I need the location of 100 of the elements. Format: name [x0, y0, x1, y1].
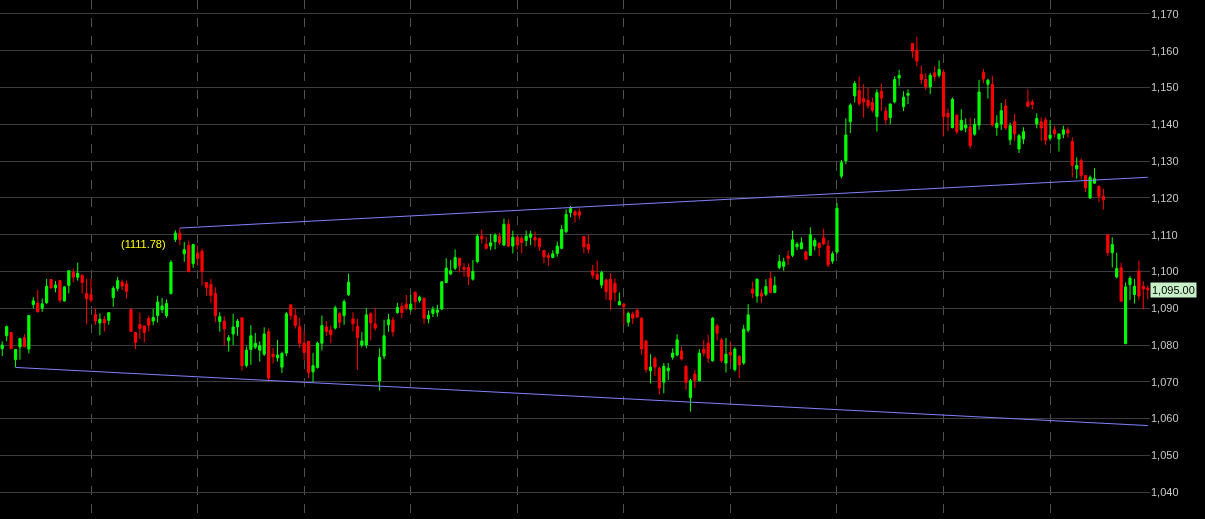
candlestick [915, 36, 919, 68]
candlestick [675, 333, 679, 357]
candlestick [959, 108, 963, 132]
candlestick [342, 298, 346, 326]
candlestick [418, 295, 422, 304]
candlestick [901, 90, 906, 112]
candlestick [879, 83, 883, 112]
candlestick [58, 280, 62, 304]
candlestick [697, 348, 701, 382]
candlestick [9, 332, 13, 350]
candlestick [13, 348, 18, 368]
candlestick [191, 243, 195, 269]
candlestick [719, 337, 724, 364]
candlestick [1052, 125, 1057, 139]
candlestick [875, 88, 879, 133]
candlestick [173, 229, 177, 243]
candlestick [937, 59, 941, 79]
candlestick [906, 88, 910, 105]
candlestick [1035, 112, 1039, 129]
candlestick [595, 260, 599, 281]
candlestick [897, 69, 901, 87]
candlestick [724, 337, 728, 374]
candlestick [631, 311, 635, 325]
y-tick-label: 1,100 [1151, 265, 1179, 278]
candlestick [200, 248, 204, 286]
candlestick [1070, 136, 1074, 178]
candlestick [573, 209, 577, 224]
candlestick [1048, 119, 1052, 142]
candlestick [395, 302, 399, 315]
candlestick [830, 251, 835, 265]
candlestick [759, 288, 764, 304]
candlestick [475, 233, 479, 264]
candlestick [156, 295, 160, 324]
candlestick [577, 208, 582, 220]
candlestick [520, 235, 524, 254]
candlestick [369, 311, 373, 342]
candlestick [657, 365, 661, 396]
candlestick [955, 113, 959, 135]
candlestick [249, 324, 253, 366]
candlestick [844, 117, 848, 165]
candlestick [27, 315, 31, 354]
candlestick [231, 313, 235, 346]
candlestick [715, 323, 719, 342]
candlestick [835, 202, 839, 255]
y-tick-label: 1,060 [1151, 412, 1179, 425]
candlestick [941, 69, 946, 137]
candlestick [62, 285, 66, 303]
candlestick [853, 80, 857, 104]
candlestick [622, 303, 626, 326]
candlestick [351, 311, 355, 332]
candlestick [773, 276, 777, 294]
candlestick [737, 354, 741, 379]
candlestick [884, 106, 888, 125]
candlestick [933, 65, 937, 82]
candlestick [1101, 188, 1105, 211]
candlestick [471, 259, 475, 282]
candlestick [18, 337, 22, 361]
candlestick [169, 259, 173, 296]
y-tick-label: 1,110 [1151, 228, 1178, 241]
candlestick [133, 332, 138, 350]
candlestick [49, 279, 53, 289]
candlestick [1119, 262, 1123, 302]
candlestick [777, 254, 781, 270]
candlestick [693, 369, 697, 389]
y-tick-label: 1,140 [1151, 118, 1179, 131]
candlestick [533, 231, 537, 248]
candlestick [151, 308, 155, 326]
candlestick [617, 291, 621, 306]
candlestick [1110, 236, 1114, 268]
candlestick [764, 278, 768, 297]
candlestick [364, 307, 368, 349]
y-tick-label: 1,080 [1151, 338, 1179, 351]
candlestick [755, 277, 759, 304]
candlestick [218, 311, 222, 333]
candlestick [626, 311, 630, 328]
candlestick [662, 362, 666, 394]
candlestick [240, 317, 244, 372]
candlestick [378, 347, 382, 392]
candlestick [453, 248, 457, 271]
candlestick [480, 229, 484, 244]
text: 1,095.00 [1152, 284, 1195, 296]
candlestick [178, 227, 182, 246]
y-tick-label: 1,070 [1151, 375, 1179, 388]
candlestick [751, 281, 755, 299]
candlestick [733, 346, 737, 372]
candlestick [1039, 116, 1043, 142]
candlestick [848, 102, 852, 134]
candlestick [568, 205, 573, 218]
candlestick [648, 353, 653, 384]
candlestick [22, 333, 27, 348]
candlestick [706, 334, 710, 364]
candlestick [466, 262, 471, 286]
y-tick-label: 1,150 [1151, 81, 1179, 94]
candlestick [355, 318, 360, 371]
candlestick [1123, 281, 1128, 345]
candlestick [986, 78, 990, 100]
candlestick [524, 230, 528, 247]
candlestick [679, 345, 684, 361]
candlestick [98, 312, 102, 336]
y-tick-label: 1,130 [1151, 154, 1179, 167]
